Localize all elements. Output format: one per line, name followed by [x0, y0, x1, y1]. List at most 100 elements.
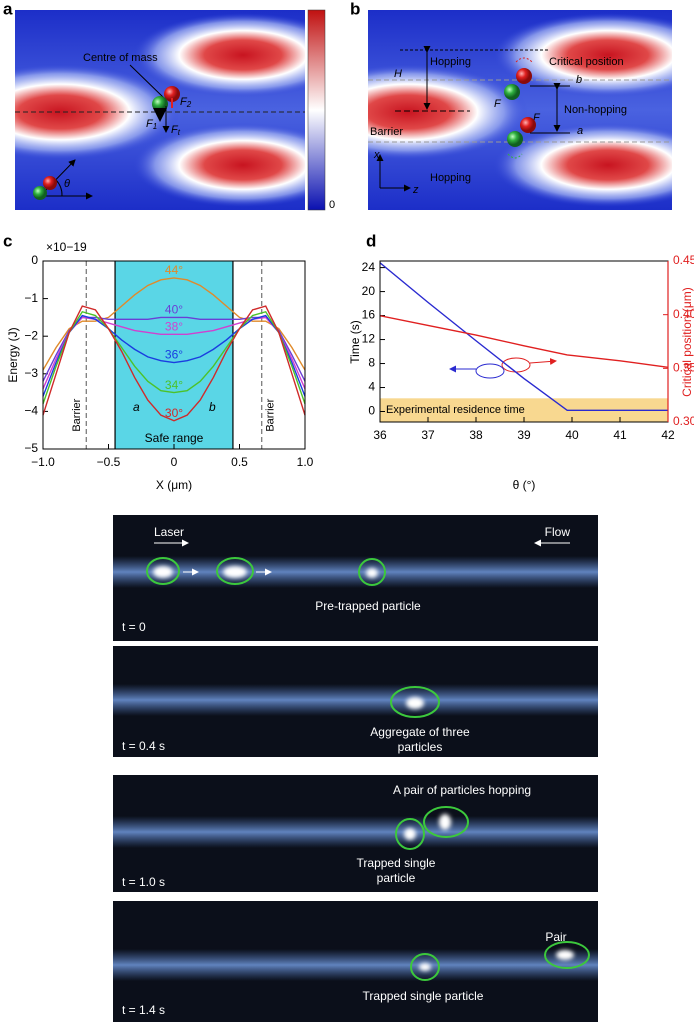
series-line — [42, 316, 306, 390]
panel-label: c — [3, 231, 12, 250]
particle-ring — [390, 686, 440, 718]
hot-spot — [133, 13, 305, 97]
frame-label: Pre-trapped particle — [315, 599, 421, 613]
video-frame: Aggregate of three particles t = 0.4 s — [113, 646, 598, 757]
x-tick-label: 37 — [421, 428, 435, 442]
video-frame: Laser Flow Pre-trapped particle t = 0 — [113, 515, 598, 641]
particle-glow — [439, 814, 451, 830]
laser-beam — [113, 684, 598, 716]
annotation: Non-hopping — [564, 104, 627, 116]
y-tick-label: 16 — [362, 308, 376, 322]
y-tick-label: 0 — [31, 253, 38, 267]
video-frame: A pair of particles hopping Trapped singl… — [113, 775, 598, 892]
series-line — [42, 314, 306, 397]
panel-label: a — [3, 0, 13, 18]
particle-glow — [404, 828, 416, 840]
axis-label: x — [373, 149, 380, 161]
boundary-label: b — [209, 400, 216, 414]
particle-glow — [223, 566, 247, 578]
frame-label: Aggregate of three particles — [370, 725, 470, 754]
y-tick-label: −5 — [24, 441, 38, 455]
frame-label: Trapped single particle — [363, 989, 484, 1003]
series-label: 38° — [165, 319, 183, 333]
label-line: Laser — [154, 525, 184, 539]
axis-label: z — [412, 184, 419, 196]
particle-ring — [146, 557, 180, 585]
colorbar — [307, 9, 326, 211]
band — [380, 398, 668, 422]
y2-axis-title: Critical position (μm) — [680, 287, 694, 397]
x-tick-label: 40 — [565, 428, 579, 442]
frame-time: t = 1.0 s — [122, 875, 165, 889]
y-tick-label: −2 — [24, 328, 38, 342]
particle-ring — [544, 941, 590, 969]
x-tick-label: 38 — [469, 428, 483, 442]
particle-glow — [406, 697, 424, 709]
particle-ring — [395, 818, 425, 850]
frame-label: Flow — [545, 525, 571, 539]
x-tick-label: 41 — [613, 428, 627, 442]
series-line — [42, 277, 306, 371]
panel-label: b — [350, 0, 360, 18]
particle-glow — [419, 963, 431, 971]
y-tick-label: −1 — [24, 291, 38, 305]
series-line — [42, 305, 306, 422]
force-label: Ft — [171, 124, 181, 137]
frame-label: Laser — [154, 525, 184, 539]
x-tick-label: 36 — [373, 428, 387, 442]
particle — [33, 186, 47, 200]
axis-pointer — [529, 357, 557, 365]
label-line: Flow — [545, 525, 571, 539]
particle-ring — [410, 953, 440, 981]
particle-glow — [556, 950, 574, 960]
colorbar-label: 0 — [329, 199, 335, 211]
panel-d-marks — [449, 357, 557, 379]
annotation: Barrier — [370, 126, 403, 138]
annotation: Hopping — [430, 172, 471, 184]
pointer — [129, 64, 165, 99]
y-tick-label: −3 — [24, 366, 38, 380]
annotation: a — [577, 125, 583, 137]
particle — [504, 84, 520, 100]
annotation: b — [576, 74, 582, 86]
video-frame: Pair Trapped single particle t = 1.4 s — [113, 901, 598, 1022]
frame-label: A pair of particles hopping — [393, 783, 531, 797]
y-tick-label: −4 — [24, 404, 38, 418]
chart: Safe range a b Barrier Barrier −1.0 −0.5 0 0.5 1.… — [6, 240, 313, 492]
y-axis-title: Energy (J) — [6, 327, 20, 382]
particle-ring — [358, 558, 386, 586]
x-tick-label: 1.0 — [297, 455, 314, 469]
particle — [43, 176, 57, 190]
x-tick-label: −1.0 — [31, 455, 55, 469]
y-tick-label: 12 — [362, 332, 376, 346]
y-multiplier: ×10−19 — [46, 240, 87, 254]
particle — [520, 117, 536, 133]
series-label: 44° — [165, 263, 183, 277]
motion — [507, 153, 523, 159]
y-tick-label: 8 — [368, 356, 375, 370]
safe-range — [115, 261, 233, 449]
x-tick-label: 0.5 — [231, 455, 248, 469]
series-label: 34° — [165, 378, 183, 392]
y-tick-label: 20 — [362, 284, 376, 298]
x-axis-title: θ (°) — [513, 478, 536, 492]
y2-tick-label: 0.40 — [673, 307, 694, 321]
y2-tick-label: 0.30 — [673, 414, 694, 428]
particle — [164, 86, 180, 102]
region-label: Safe range — [145, 431, 204, 445]
annotation: H — [394, 68, 402, 80]
particle-ring — [423, 806, 469, 838]
hot-spot — [493, 13, 672, 97]
label-line: Pair — [545, 930, 566, 944]
angle-label: θ — [64, 178, 70, 190]
x-axis-title: X (μm) — [156, 478, 192, 492]
laser-beam — [113, 816, 598, 848]
y-tick-label: 4 — [368, 380, 375, 394]
band-label: Experimental residence time — [386, 404, 525, 416]
frame-time: t = 1.4 s — [122, 1003, 165, 1017]
boundary-label: a — [133, 400, 140, 414]
series-marker — [475, 363, 505, 379]
